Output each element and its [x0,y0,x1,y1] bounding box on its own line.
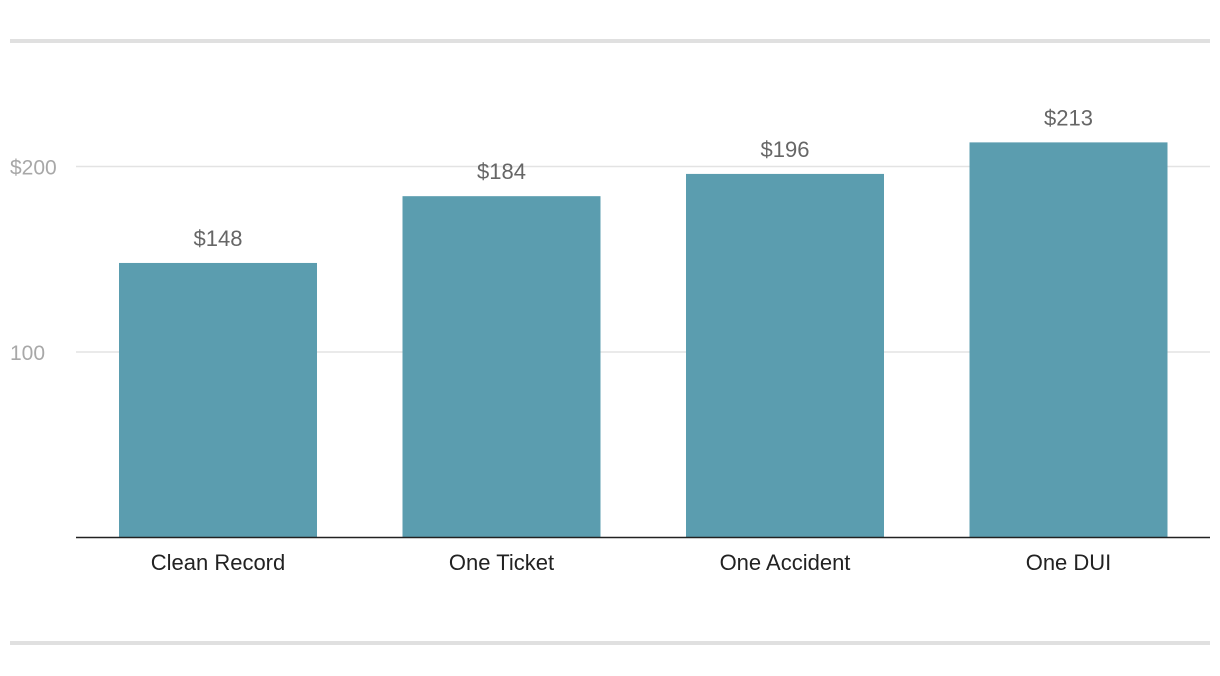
x-tick-label-one-accident: One Accident [720,550,851,575]
data-label-one-dui: $213 [1044,105,1093,130]
data-labels: $148 $184 $196 $213 [194,105,1093,251]
x-tick-label-one-ticket: One Ticket [449,550,554,575]
bar-clean-record [119,262,317,538]
bar-one-dui [969,142,1168,538]
y-axis-ticks: 100 $200 [10,157,57,366]
bar-one-ticket [402,196,601,538]
bottom-divider [10,641,1210,645]
bars [119,142,1168,538]
data-label-one-ticket: $184 [477,159,526,184]
y-tick-label-100: 100 [10,342,45,365]
x-tick-label-one-dui: One DUI [1026,550,1112,575]
x-tick-label-clean-record: Clean Record [151,550,286,575]
bar-one-accident [686,173,884,538]
y-tick-label-200: $200 [10,157,57,180]
top-divider [10,39,1210,43]
data-label-one-accident: $196 [761,137,810,162]
data-label-clean-record: $148 [194,226,243,251]
x-axis-ticks: Clean Record One Ticket One Accident One DU… [151,550,1112,575]
